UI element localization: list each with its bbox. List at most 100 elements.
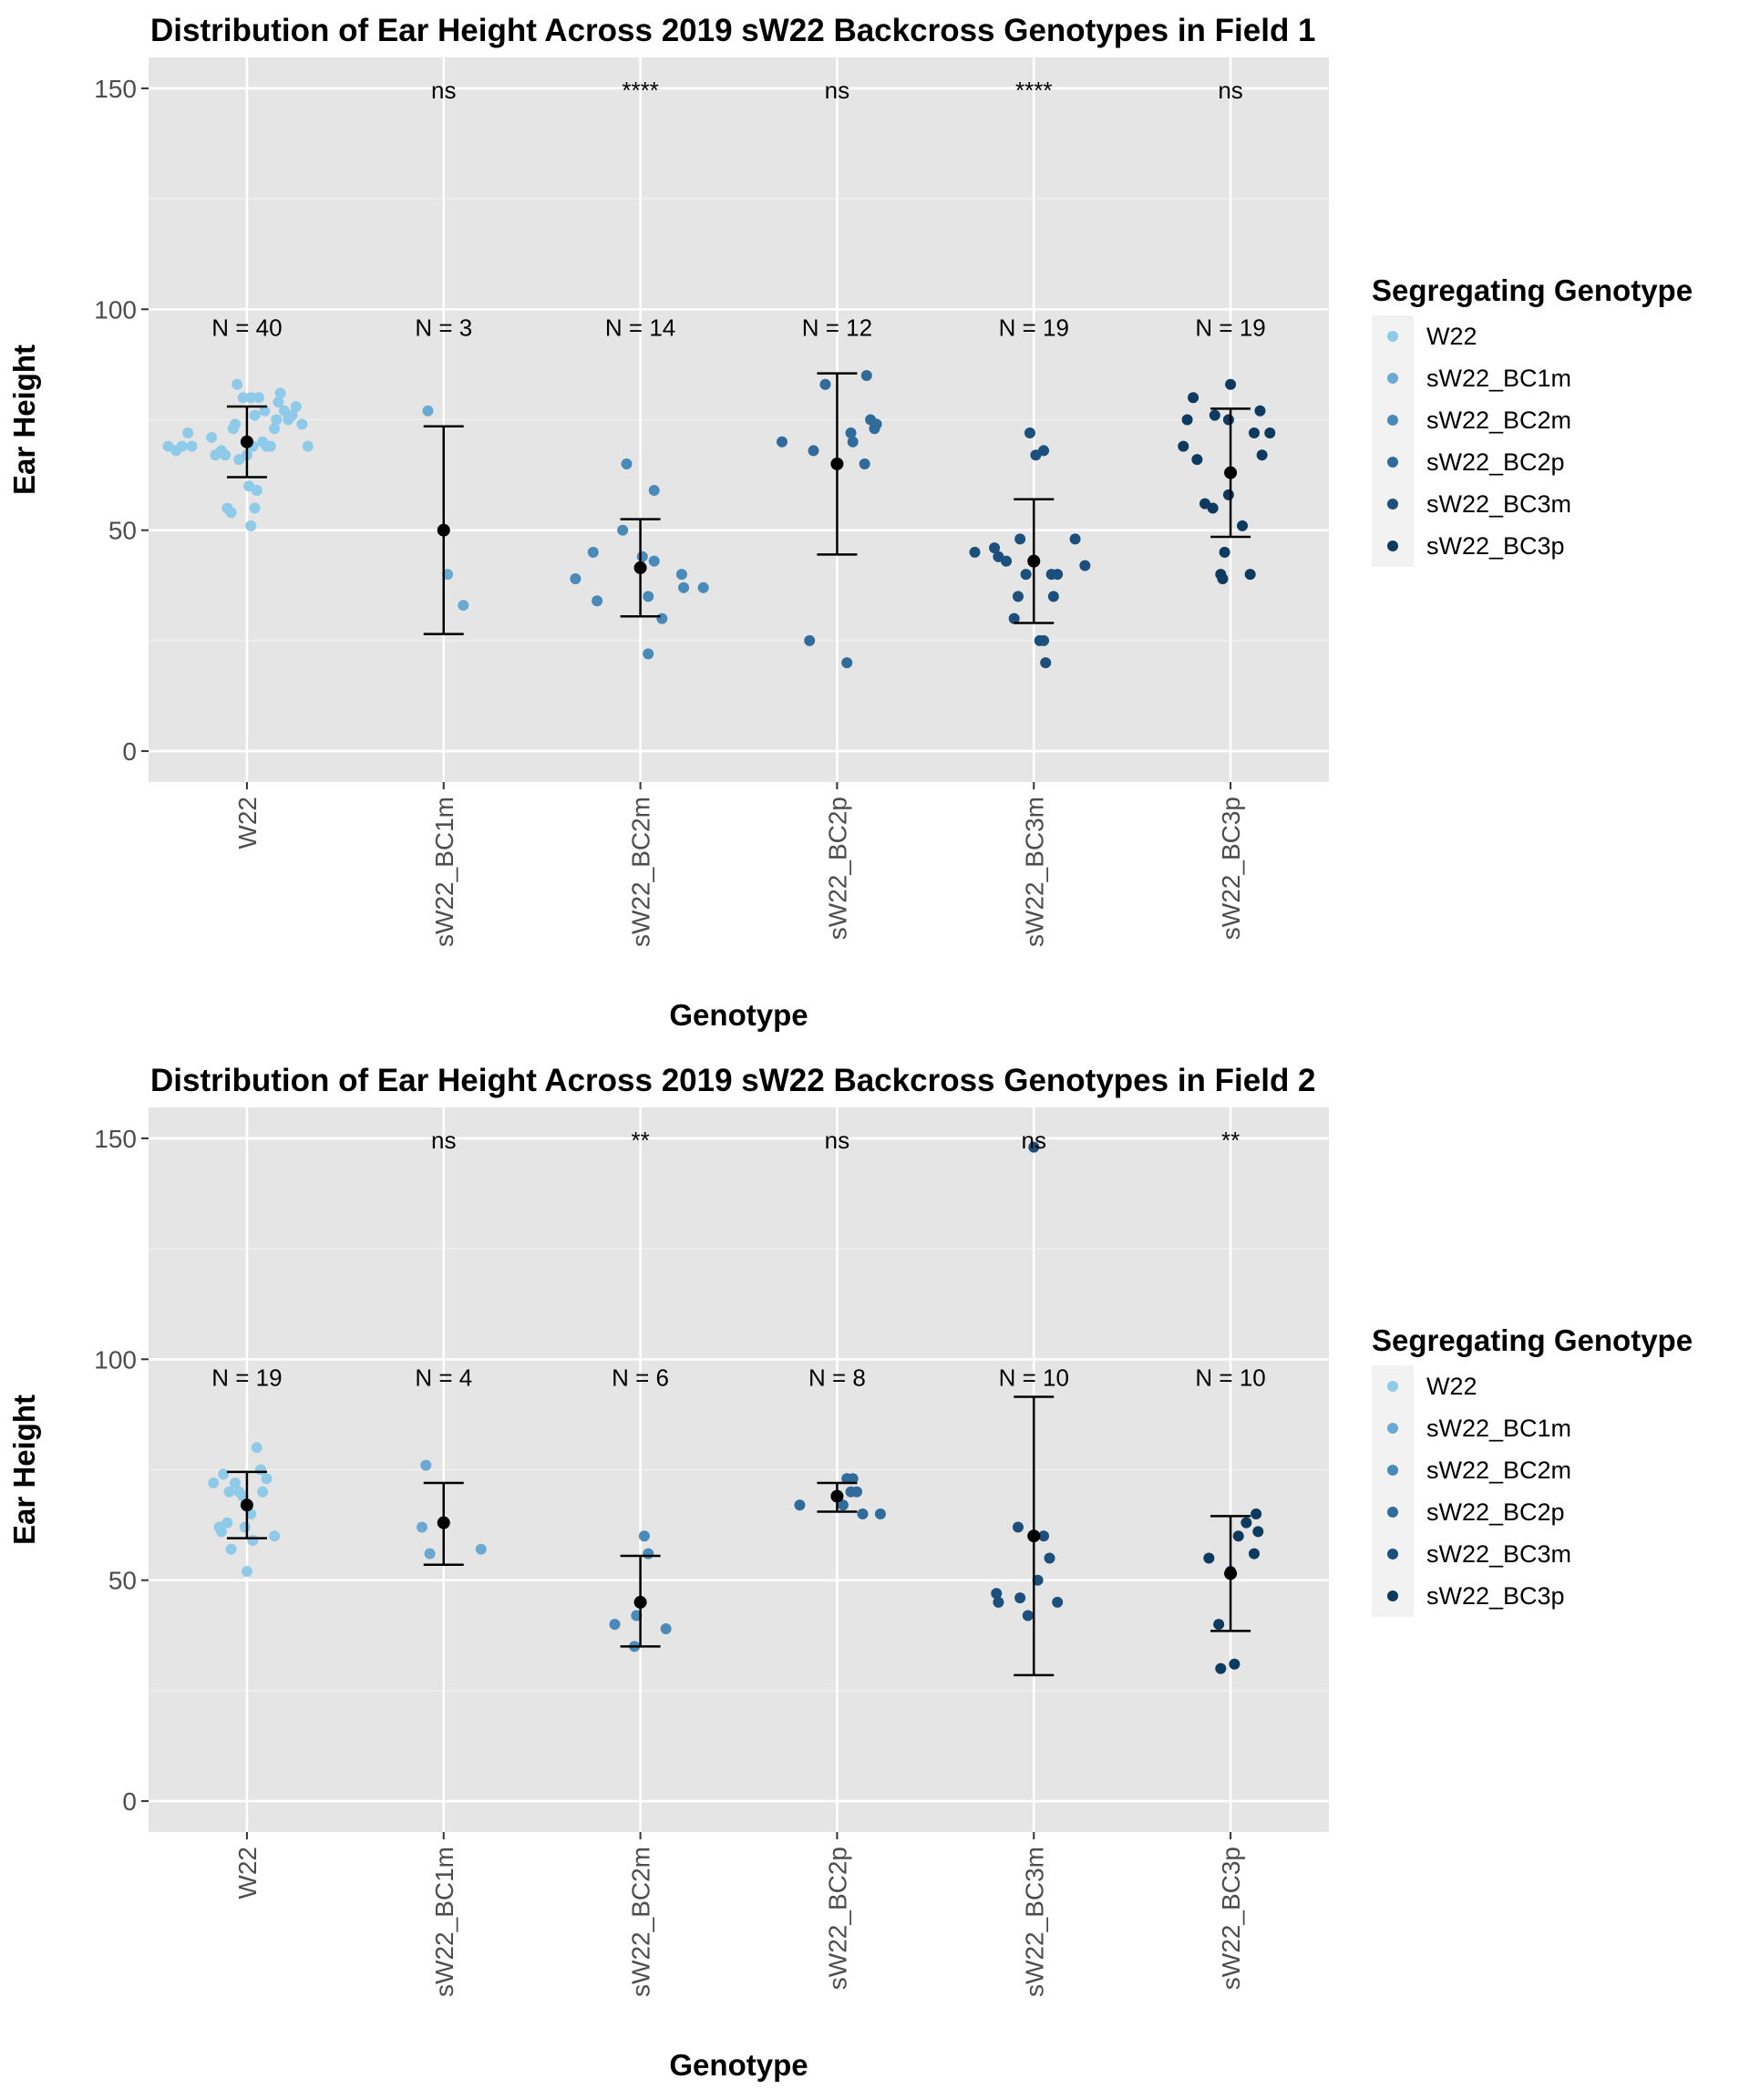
data-point — [1020, 569, 1032, 581]
data-point — [991, 1588, 1003, 1600]
significance-label: ** — [1221, 1127, 1240, 1154]
y-tick-label: 0 — [122, 1787, 137, 1816]
data-point — [993, 1596, 1004, 1608]
data-point — [678, 582, 690, 593]
data-point — [648, 555, 660, 567]
data-point — [1248, 427, 1260, 439]
mean-point — [830, 457, 844, 470]
legend-swatch — [1387, 1507, 1398, 1518]
data-point — [1012, 1521, 1024, 1533]
data-point — [237, 392, 249, 404]
mean-point — [240, 1498, 253, 1512]
data-point — [675, 569, 687, 581]
legend-swatch — [1387, 457, 1398, 468]
data-point — [302, 440, 314, 452]
data-point — [1038, 1530, 1050, 1542]
sample-size-label: N = 19 — [999, 314, 1069, 341]
significance-label: **** — [622, 77, 658, 104]
x-axis-title: Genotype — [669, 2048, 808, 2082]
data-point — [874, 1508, 886, 1519]
chart-title: Distribution of Ear Height Across 2019 s… — [150, 1063, 1316, 1098]
data-point — [1219, 546, 1230, 558]
data-point — [1008, 612, 1020, 624]
mean-point — [1224, 1567, 1238, 1580]
data-point — [225, 507, 237, 519]
sample-size-label: N = 10 — [1195, 1364, 1265, 1391]
data-point — [1028, 1141, 1040, 1153]
data-point — [989, 542, 1001, 554]
chart-panel-field-1: Distribution of Ear Height Across 2019 s… — [7, 13, 1693, 1032]
significance-label: ** — [631, 1127, 649, 1154]
legend-label: W22 — [1426, 1373, 1477, 1400]
data-point — [475, 1543, 487, 1555]
legend-swatch — [1387, 415, 1398, 426]
data-point — [1038, 445, 1050, 457]
legend-label: sW22_BC2m — [1426, 407, 1571, 434]
data-point — [794, 1499, 806, 1511]
x-tick-label: sW22_BC1m — [430, 1847, 458, 1997]
y-tick-label: 0 — [122, 737, 137, 766]
legend-label: sW22_BC3m — [1426, 1540, 1571, 1568]
data-point — [249, 502, 261, 514]
sample-size-label: N = 19 — [211, 1364, 282, 1391]
sample-size-label: N = 3 — [415, 314, 472, 341]
legend-label: W22 — [1426, 323, 1477, 350]
data-point — [1252, 1526, 1264, 1538]
data-point — [1217, 573, 1229, 585]
y-tick-label: 50 — [108, 1567, 137, 1595]
data-point — [1052, 569, 1064, 581]
data-point — [1251, 1508, 1262, 1519]
data-point — [1244, 569, 1256, 581]
significance-label: **** — [1015, 77, 1052, 104]
data-point — [1248, 1548, 1260, 1560]
data-point — [274, 387, 286, 399]
data-point — [857, 1508, 869, 1519]
chart-panel-field-2: Distribution of Ear Height Across 2019 s… — [0, 1050, 1750, 2100]
sample-size-label: N = 8 — [808, 1364, 866, 1391]
legend-swatch — [1387, 331, 1398, 342]
mean-point — [633, 1595, 647, 1609]
data-point — [648, 485, 660, 497]
data-point — [239, 1521, 251, 1533]
data-point — [251, 1442, 262, 1454]
data-point — [232, 378, 243, 390]
data-point — [1215, 1662, 1227, 1674]
legend-label: sW22_BC2p — [1426, 448, 1565, 476]
sample-size-label: N = 10 — [999, 1364, 1069, 1391]
data-point — [1188, 392, 1199, 404]
data-point — [592, 595, 603, 607]
legend-label: sW22_BC1m — [1426, 1415, 1571, 1442]
data-point — [245, 520, 257, 531]
x-tick-label: sW22_BC3p — [1217, 1847, 1245, 1990]
chart-title: Distribution of Ear Height Across 2019 s… — [150, 13, 1316, 48]
y-tick-label: 100 — [94, 295, 137, 324]
data-point — [638, 1530, 650, 1542]
legend-swatch — [1387, 1423, 1398, 1434]
data-point — [1203, 1552, 1215, 1564]
data-point — [1209, 409, 1220, 421]
data-point — [264, 440, 276, 452]
data-point — [290, 400, 302, 412]
data-point — [257, 1486, 269, 1498]
x-tick-label: sW22_BC2p — [823, 797, 851, 940]
data-point — [851, 1486, 862, 1498]
data-point — [245, 392, 257, 404]
data-point — [271, 414, 283, 426]
legend-label: sW22_BC3p — [1426, 1582, 1565, 1610]
data-point — [841, 657, 853, 669]
data-point — [269, 423, 281, 435]
data-point — [241, 1565, 252, 1577]
data-point — [424, 1548, 436, 1560]
significance-label: ns — [1022, 1127, 1046, 1154]
mean-point — [437, 523, 450, 537]
sample-size-label: N = 12 — [802, 314, 872, 341]
data-point — [847, 1473, 859, 1485]
data-point — [776, 436, 788, 448]
data-point — [420, 1459, 432, 1471]
data-point — [259, 405, 271, 417]
y-axis-title: Ear Height — [7, 345, 41, 495]
legend-swatch — [1387, 1465, 1398, 1476]
data-point — [261, 1473, 273, 1485]
y-tick-label: 150 — [94, 75, 137, 103]
data-point — [1052, 1596, 1064, 1608]
